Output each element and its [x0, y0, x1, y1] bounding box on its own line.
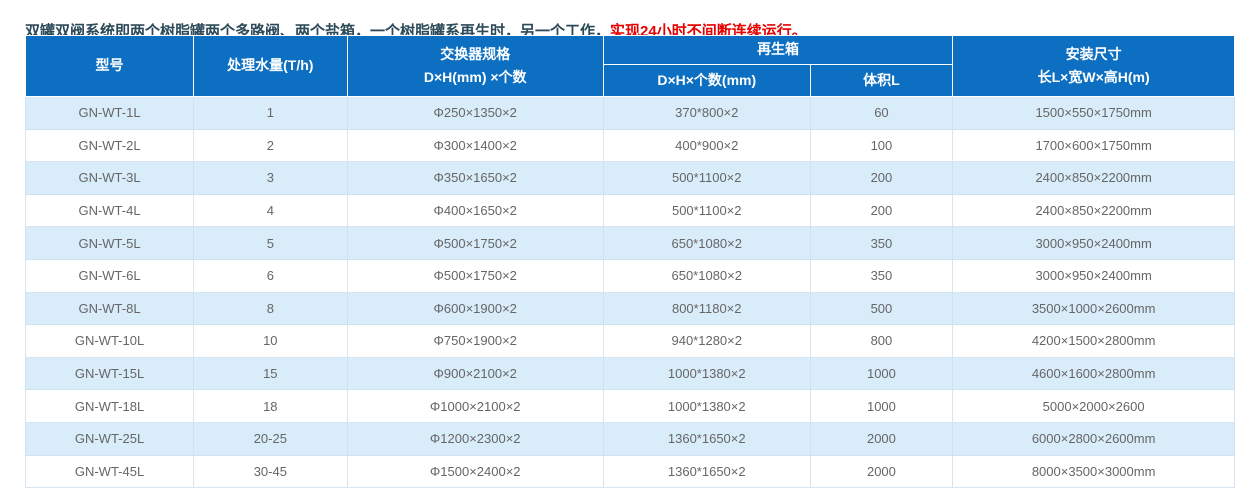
cell-capacity: 5: [193, 226, 348, 260]
header-model: 型号: [24, 35, 195, 97]
cell-exchanger-spec: Φ1000×2100×2: [346, 389, 604, 423]
table-body: GN-WT-1L 1 Φ250×1350×2 370*800×2 60 1500×550×…: [24, 96, 1235, 489]
cell-capacity: 30-45: [193, 454, 348, 489]
cell-model: GN-WT-4L: [24, 193, 195, 228]
cell-exchanger-spec: Φ500×1750×2: [346, 258, 604, 293]
table-row: GN-WT-18L 18 Φ1000×2100×2 1000*1380×2 1000 50…: [24, 389, 1235, 423]
cell-volume: 60: [809, 96, 954, 130]
cell-model: GN-WT-3L: [24, 161, 195, 195]
cell-volume: 1000: [809, 356, 954, 391]
table-row: GN-WT-45L 30-45 Φ1500×2400×2 1360*1650×2 200…: [24, 454, 1235, 489]
cell-install-size: 1700×600×1750mm: [952, 128, 1235, 163]
cell-capacity: 18: [193, 389, 348, 423]
cell-exchanger-spec: Φ900×2100×2: [346, 356, 604, 391]
header-install-size: 安装尺寸 长L×宽W×高H(m): [952, 35, 1235, 97]
header-exchanger-spec: 交换器规格 D×H(mm) ×个数: [346, 35, 604, 97]
cell-model: GN-WT-45L: [24, 454, 195, 489]
cell-capacity: 6: [193, 258, 348, 293]
cell-capacity: 10: [193, 324, 348, 358]
cell-model: GN-WT-10L: [24, 324, 195, 358]
cell-regen-size: 500*1100×2: [602, 193, 811, 228]
cell-capacity: 8: [193, 291, 348, 326]
cell-regen-size: 650*1080×2: [602, 258, 811, 293]
cell-exchanger-spec: Φ1200×2300×2: [346, 421, 604, 456]
table-row: GN-WT-4L 4 Φ400×1650×2 500*1100×2 200 2400×85…: [24, 193, 1235, 228]
cell-exchanger-spec: Φ500×1750×2: [346, 226, 604, 260]
cell-install-size: 6000×2800×2600mm: [952, 421, 1235, 456]
cell-install-size: 1500×550×1750mm: [952, 96, 1235, 130]
cell-volume: 100: [809, 128, 954, 163]
cell-model: GN-WT-2L: [24, 128, 195, 163]
header-regen-box: 再生箱: [602, 35, 954, 65]
cell-regen-size: 800*1180×2: [602, 291, 811, 326]
cell-exchanger-spec: Φ300×1400×2: [346, 128, 604, 163]
cell-model: GN-WT-18L: [24, 389, 195, 423]
table-header: 型号 处理水量(T/h) 交换器规格 D×H(mm) ×个数 再生箱 安装尺寸 …: [24, 35, 1235, 97]
cell-install-size: 3000×950×2400mm: [952, 258, 1235, 293]
table-row: GN-WT-8L 8 Φ600×1900×2 800*1180×2 500 3500×10…: [24, 291, 1235, 326]
cell-exchanger-spec: Φ1500×2400×2: [346, 454, 604, 489]
cell-capacity: 4: [193, 193, 348, 228]
cell-volume: 2000: [809, 454, 954, 489]
cell-install-size: 3500×1000×2600mm: [952, 291, 1235, 326]
cell-model: GN-WT-5L: [24, 226, 195, 260]
table-row: GN-WT-6L 6 Φ500×1750×2 650*1080×2 350 3000×95…: [24, 258, 1235, 293]
table-row: GN-WT-1L 1 Φ250×1350×2 370*800×2 60 1500×550×…: [24, 96, 1235, 130]
cell-volume: 200: [809, 161, 954, 195]
cell-install-size: 3000×950×2400mm: [952, 226, 1235, 260]
cell-regen-size: 1360*1650×2: [602, 454, 811, 489]
table-row: GN-WT-5L 5 Φ500×1750×2 650*1080×2 350 3000×95…: [24, 226, 1235, 260]
table-row: GN-WT-2L 2 Φ300×1400×2 400*900×2 100 1700×600…: [24, 128, 1235, 163]
cell-install-size: 2400×850×2200mm: [952, 193, 1235, 228]
cell-regen-size: 400*900×2: [602, 128, 811, 163]
header-capacity: 处理水量(T/h): [193, 35, 348, 97]
cell-capacity: 20-25: [193, 421, 348, 456]
cell-volume: 1000: [809, 389, 954, 423]
cell-regen-size: 1000*1380×2: [602, 389, 811, 423]
cell-volume: 2000: [809, 421, 954, 456]
cell-volume: 200: [809, 193, 954, 228]
cell-install-size: 5000×2000×2600: [952, 389, 1235, 423]
spec-table: 型号 处理水量(T/h) 交换器规格 D×H(mm) ×个数 再生箱 安装尺寸 …: [24, 35, 1235, 489]
table-row: GN-WT-3L 3 Φ350×1650×2 500*1100×2 200 2400×85…: [24, 161, 1235, 195]
cell-model: GN-WT-6L: [24, 258, 195, 293]
cell-install-size: 4600×1600×2800mm: [952, 356, 1235, 391]
cell-volume: 350: [809, 226, 954, 260]
table-row: GN-WT-25L 20-25 Φ1200×2300×2 1360*1650×2 200…: [24, 421, 1235, 456]
table-row: GN-WT-10L 10 Φ750×1900×2 940*1280×2 800 4200×…: [24, 324, 1235, 358]
cell-capacity: 3: [193, 161, 348, 195]
cell-capacity: 1: [193, 96, 348, 130]
cell-exchanger-spec: Φ250×1350×2: [346, 96, 604, 130]
cell-volume: 800: [809, 324, 954, 358]
cell-volume: 500: [809, 291, 954, 326]
table-row: GN-WT-15L 15 Φ900×2100×2 1000*1380×2 1000 460…: [24, 356, 1235, 391]
cell-volume: 350: [809, 258, 954, 293]
cell-regen-size: 1360*1650×2: [602, 421, 811, 456]
cell-model: GN-WT-1L: [24, 96, 195, 130]
cell-model: GN-WT-25L: [24, 421, 195, 456]
cell-capacity: 2: [193, 128, 348, 163]
header-volume: 体积L: [809, 64, 954, 97]
cell-regen-size: 650*1080×2: [602, 226, 811, 260]
header-regen-size: D×H×个数(mm): [602, 64, 811, 97]
cell-model: GN-WT-8L: [24, 291, 195, 326]
cell-regen-size: 940*1280×2: [602, 324, 811, 358]
cell-exchanger-spec: Φ350×1650×2: [346, 161, 604, 195]
cell-exchanger-spec: Φ600×1900×2: [346, 291, 604, 326]
cell-regen-size: 500*1100×2: [602, 161, 811, 195]
cell-regen-size: 1000*1380×2: [602, 356, 811, 391]
cell-exchanger-spec: Φ400×1650×2: [346, 193, 604, 228]
cell-model: GN-WT-15L: [24, 356, 195, 391]
cell-install-size: 4200×1500×2800mm: [952, 324, 1235, 358]
cell-regen-size: 370*800×2: [602, 96, 811, 130]
cell-install-size: 8000×3500×3000mm: [952, 454, 1235, 489]
cell-capacity: 15: [193, 356, 348, 391]
cell-install-size: 2400×850×2200mm: [952, 161, 1235, 195]
cell-exchanger-spec: Φ750×1900×2: [346, 324, 604, 358]
